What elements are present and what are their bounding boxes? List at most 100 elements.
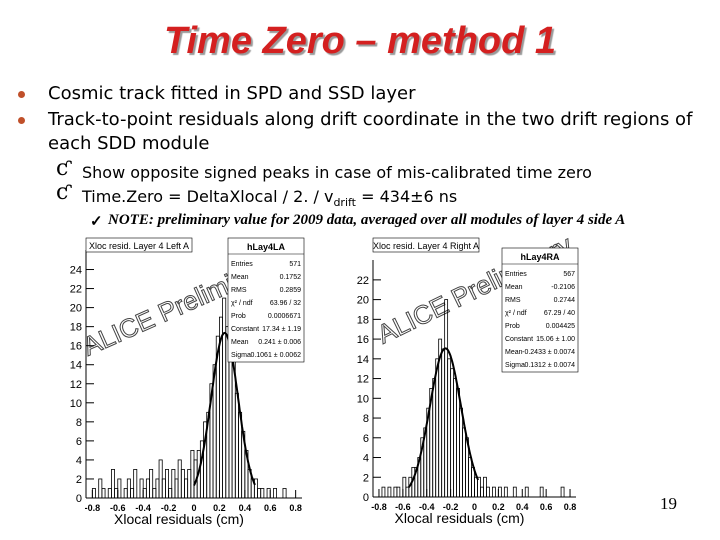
histogram-bin bbox=[503, 486, 508, 498]
stats-label: Mean bbox=[505, 349, 523, 356]
y-tick-label: 24 bbox=[70, 265, 82, 277]
x-tick-label: 0.6 bbox=[540, 502, 553, 512]
stats-box bbox=[227, 237, 305, 363]
stats-label: Constant bbox=[231, 326, 259, 333]
histogram-bin bbox=[444, 299, 449, 498]
histogram-bin bbox=[387, 486, 392, 498]
subbullet-text: Show opposite signed peaks in case of mi… bbox=[82, 163, 592, 182]
histogram-bin bbox=[253, 478, 258, 499]
stats-label: Mean bbox=[505, 284, 523, 291]
x-tick-label: 0.4 bbox=[239, 503, 252, 513]
x-tick-label: -0.6 bbox=[110, 503, 126, 513]
histogram-bin bbox=[101, 488, 106, 499]
y-tick-label: 10 bbox=[357, 393, 369, 405]
page-number: 19 bbox=[660, 494, 677, 513]
stats-label: Entries bbox=[231, 261, 253, 268]
stats-value: 63.96 / 32 bbox=[270, 300, 301, 307]
histogram-bin bbox=[171, 469, 176, 499]
bullet-dot bbox=[18, 117, 25, 124]
x-tick-label: -0.2 bbox=[443, 502, 459, 512]
y-tick-label: 18 bbox=[70, 322, 82, 334]
histogram-bin bbox=[111, 469, 115, 499]
histogram-bin bbox=[149, 469, 154, 499]
bullet-text: Track-to-point residuals along drift coo… bbox=[48, 109, 693, 154]
histogram-bin bbox=[524, 486, 529, 498]
histogram-bin bbox=[123, 488, 128, 499]
x-tick-label: 0.8 bbox=[564, 502, 577, 512]
stats-value: 0.241 ± 0.006 bbox=[258, 339, 301, 346]
histogram-bin bbox=[477, 476, 481, 498]
y-tick-label: 20 bbox=[70, 303, 82, 315]
x-tick-label: -0.4 bbox=[419, 502, 435, 512]
histogram-bin bbox=[155, 478, 160, 499]
check-mark: ✓ bbox=[90, 214, 103, 230]
plot-title-box bbox=[85, 237, 193, 253]
histogram-bin bbox=[450, 368, 455, 498]
histogram-bin bbox=[126, 478, 131, 499]
x-tick-label: -0.2 bbox=[161, 503, 177, 513]
x-tick-label: -0.4 bbox=[135, 503, 151, 513]
histogram-bin bbox=[492, 486, 496, 498]
y-tick-label: 8 bbox=[76, 417, 82, 429]
histogram-bin bbox=[381, 486, 386, 498]
stats-label: Constant bbox=[505, 336, 533, 343]
bullet-dot bbox=[18, 91, 25, 98]
stats-label: Prob bbox=[505, 323, 520, 330]
stats-label: Mean bbox=[231, 274, 249, 281]
y-tick-label: 6 bbox=[76, 436, 82, 448]
y-tick-label: 16 bbox=[70, 341, 82, 353]
histogram-bin bbox=[468, 457, 472, 498]
x-tick-label: 0.4 bbox=[516, 502, 529, 512]
plot-title: Xloc resid. Layer 4 Right A bbox=[373, 241, 479, 251]
stats-label: RMS bbox=[231, 287, 247, 294]
subscript: drift bbox=[333, 196, 356, 210]
histogram-bin bbox=[130, 488, 135, 499]
subbullet: ƈ Time.Zero = DeltaXlocal / 2. / vdrift =… bbox=[56, 182, 457, 214]
stats-label: Entries bbox=[505, 271, 527, 278]
histogram-bin bbox=[158, 459, 163, 499]
histogram-bin bbox=[480, 486, 484, 498]
x-tick-label: 0.6 bbox=[264, 503, 277, 513]
stats-value: 0.1752 bbox=[280, 274, 302, 281]
y-tick-label: 2 bbox=[76, 474, 82, 486]
stats-value: 67.29 / 40 bbox=[544, 310, 575, 317]
stats-value: 571 bbox=[289, 261, 301, 268]
histogram-bin bbox=[273, 488, 277, 499]
histogram-bin bbox=[405, 486, 410, 498]
histogram-bin bbox=[228, 345, 233, 499]
x-tick-label: 0.2 bbox=[213, 503, 226, 513]
x-tick-label: 0.2 bbox=[492, 502, 505, 512]
stats-label: RMS bbox=[505, 297, 521, 304]
stats-value: 0.2859 bbox=[280, 287, 302, 294]
histogram-bin bbox=[486, 486, 490, 498]
y-tick-label: 4 bbox=[76, 455, 82, 467]
stats-value: 15.06 ± 1.00 bbox=[536, 336, 575, 343]
x-tick-label: 0.8 bbox=[289, 503, 302, 513]
histogram-bin bbox=[133, 469, 138, 499]
fit-curve bbox=[193, 331, 256, 486]
y-tick-label: 0 bbox=[76, 493, 82, 505]
slide-title: Time Zero – method 1 bbox=[163, 20, 557, 62]
plot-title-box bbox=[372, 237, 480, 253]
y-tick-label: 6 bbox=[363, 433, 369, 445]
stats-value: 0.1061 ± 0.0062 bbox=[250, 352, 301, 359]
y-tick-label: 22 bbox=[357, 275, 369, 287]
y-tick-label: 2 bbox=[363, 472, 369, 484]
histogram-name: hLay4LA bbox=[247, 242, 286, 252]
x-tick-label: 0 bbox=[472, 502, 477, 512]
y-tick-label: 12 bbox=[70, 379, 82, 391]
y-tick-label: 14 bbox=[70, 360, 82, 372]
stats-value: 0.2744 bbox=[554, 297, 576, 304]
histogram-bin bbox=[177, 459, 182, 499]
stats-value: -0.2106 bbox=[551, 284, 575, 291]
note: ✓ NOTE: preliminary value for 2009 data, … bbox=[90, 212, 625, 230]
subbullet-symbol: ƈ bbox=[56, 156, 69, 181]
x-tick-label: -0.6 bbox=[395, 502, 411, 512]
histogram-bin bbox=[152, 488, 157, 499]
stats-value: 567 bbox=[563, 271, 575, 278]
histogram-bin bbox=[447, 358, 452, 498]
stats-label: Sigma bbox=[505, 362, 525, 369]
histogram-bin bbox=[107, 488, 112, 499]
y-tick-label: 8 bbox=[363, 413, 369, 425]
